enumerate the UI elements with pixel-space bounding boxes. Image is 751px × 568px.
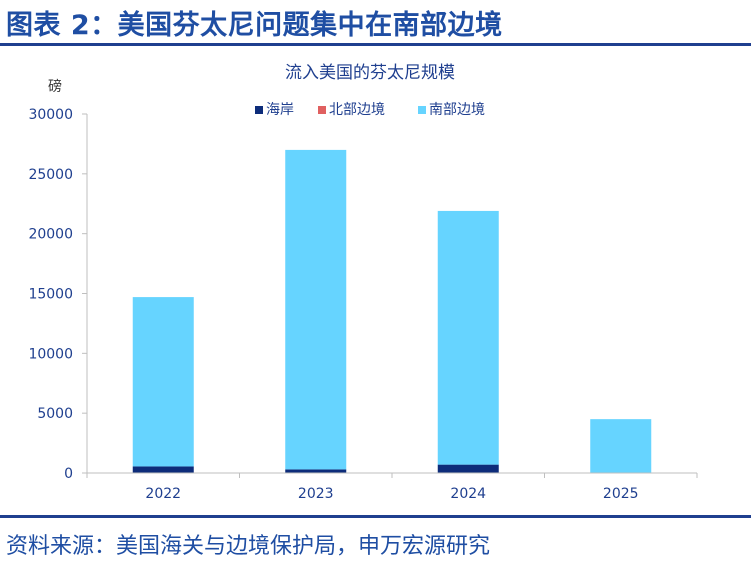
bar-segment	[590, 419, 652, 473]
figure-footer: 资料来源：美国海关与边境保护局，申万宏源研究	[0, 515, 751, 568]
bar-segment	[285, 149, 347, 470]
x-tick-label: 2023	[298, 486, 334, 502]
bar-segment	[132, 297, 194, 467]
x-tick-label: 2024	[450, 486, 486, 502]
chart-title: 流入美国的芬太尼规模	[285, 63, 455, 83]
bar-segment	[437, 210, 499, 465]
figure-header: 图表 2：美国芬太尼问题集中在南部边境	[0, 0, 751, 46]
x-tick-label: 2022	[145, 486, 181, 502]
y-axis-unit-label: 磅	[48, 78, 62, 95]
y-tick-label: 15000	[28, 287, 73, 303]
source-note: 资料来源：美国海关与边境保护局，申万宏源研究	[6, 534, 491, 559]
y-axis: 0 5000 10000 15000 20000 25000 30000	[28, 107, 88, 482]
bars-group	[132, 149, 652, 473]
y-tick-label: 10000	[28, 346, 73, 362]
figure-title: 图表 2：美国芬太尼问题集中在南部边境	[6, 10, 503, 41]
bar-segment	[285, 469, 347, 473]
stacked-bar-chart: 流入美国的芬太尼规模 磅 海岸 北部边境 南部边境 0 5000 10000 15000 2…	[28, 63, 698, 502]
legend-label: 南部边境	[429, 102, 485, 118]
y-tick-label: 5000	[37, 406, 73, 422]
bar-segment	[132, 466, 194, 473]
bar-segment	[437, 464, 499, 473]
y-tick-label: 0	[64, 466, 73, 482]
legend-swatch	[255, 106, 263, 114]
legend-swatch	[318, 106, 326, 114]
chart-legend: 海岸 北部边境 南部边境	[255, 102, 485, 118]
y-tick-label: 30000	[28, 107, 73, 123]
y-tick-label: 20000	[28, 227, 73, 243]
x-tick-label: 2025	[603, 486, 639, 502]
legend-label: 海岸	[266, 102, 294, 118]
y-tick-label: 25000	[28, 167, 73, 183]
legend-label: 北部边境	[329, 102, 385, 118]
x-axis: 2022 2023 2024 2025	[86, 472, 698, 502]
legend-swatch	[418, 106, 426, 114]
